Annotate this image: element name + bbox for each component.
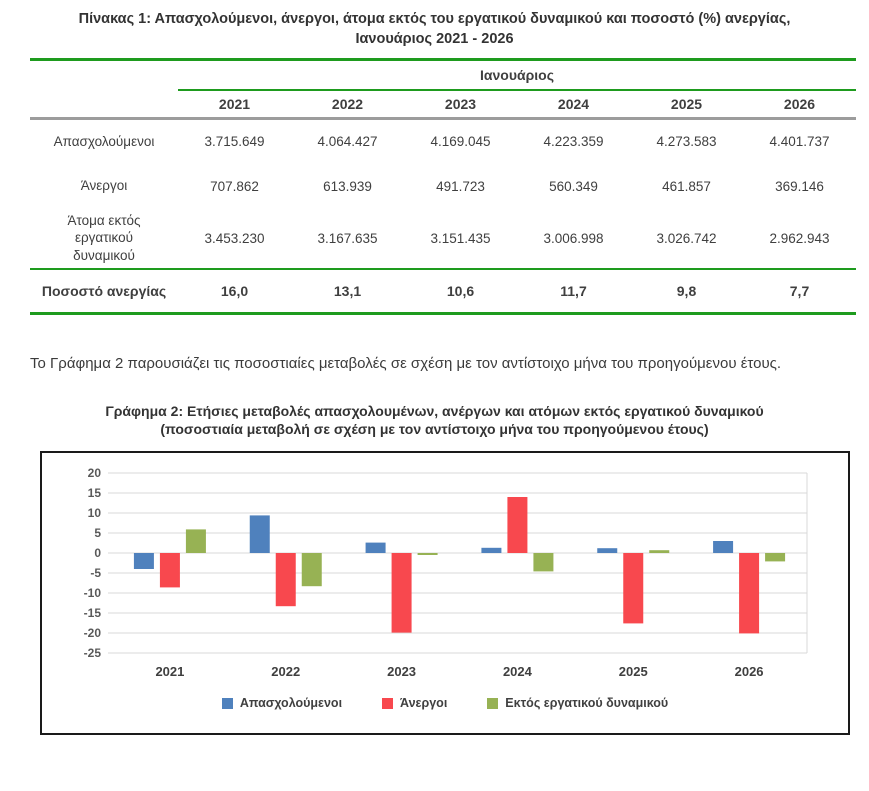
table-row: Απασχολούμενοι 3.715.649 4.064.427 4.169… — [30, 119, 856, 164]
bar-2021-series2 — [185, 529, 206, 553]
chart-legend: Απασχολούμενοι Άνεργοι Εκτός εργατικού δυν… — [42, 696, 848, 710]
y-tick-label: -15 — [84, 606, 102, 620]
table-footer-row: Ποσοστό ανεργίας 16,0 13,1 10,6 11,7 9,8… — [30, 269, 856, 314]
cell-value: 707.862 — [210, 178, 259, 194]
year-header: 2022 — [291, 89, 404, 120]
table-group-header-row: Ιανουάριος — [30, 59, 856, 91]
cell-value: 2.962.943 — [743, 208, 856, 270]
chart-title: Γράφημα 2: Ετήσιες μεταβολές απασχολουμέ… — [0, 402, 869, 438]
table-corner-cell — [30, 89, 178, 120]
y-tick-label: 15 — [88, 486, 102, 500]
cell-value: 4.401.737 — [769, 134, 830, 150]
bar-2025-series0 — [597, 548, 618, 553]
x-tick-label: 2022 — [271, 664, 300, 679]
cell-value: 4.223.359 — [543, 134, 604, 150]
legend-swatch — [221, 697, 233, 709]
legend-label: Απασχολούμενοι — [239, 696, 343, 710]
legend-item: Εκτός εργατικού δυναμικού — [487, 696, 668, 710]
bar-2023-series1 — [391, 553, 412, 633]
y-tick-label: 0 — [94, 546, 101, 560]
x-tick-label: 2025 — [619, 664, 648, 679]
legend-item: Απασχολούμενοι — [221, 696, 343, 710]
cell-value: 9,8 — [676, 282, 697, 299]
bar-2022-series1 — [275, 553, 296, 607]
row-label: Απασχολούμενοι — [53, 133, 155, 149]
legend-item: Άνεργοι — [382, 696, 447, 710]
bar-2021-series1 — [159, 553, 180, 588]
table-title: Πίνακας 1: Απασχολούμενοι, άνεργοι, άτομ… — [0, 9, 869, 49]
bar-2024-series1 — [507, 497, 528, 553]
cell-value: 4.273.583 — [656, 134, 717, 150]
cell-value: 16,0 — [220, 282, 249, 299]
y-tick-label: -10 — [84, 586, 102, 600]
cell-value: 3.167.635 — [291, 208, 404, 270]
y-tick-label: -5 — [90, 566, 101, 580]
x-tick-label: 2024 — [503, 664, 533, 679]
year-header: 2024 — [517, 89, 630, 120]
cell-value: 3.453.230 — [178, 208, 291, 270]
row-label: Άνεργοι — [80, 178, 128, 194]
cell-value: 3.026.742 — [630, 208, 743, 270]
legend-label: Εκτός εργατικού δυναμικού — [505, 696, 669, 710]
row-label: Άτομα εκτός εργατικού δυναμικού — [30, 208, 178, 270]
chart-title-line2: (ποσοστιαία μεταβολή σε σχέση με τον αντ… — [160, 421, 709, 437]
bar-2023-series0 — [365, 542, 386, 553]
cell-value: 3.006.998 — [517, 208, 630, 270]
y-tick-label: 20 — [88, 466, 102, 480]
x-tick-label: 2021 — [155, 664, 184, 679]
row-label: Ποσοστό ανεργίας — [41, 282, 167, 299]
cell-value: 3.715.649 — [204, 134, 265, 150]
bar-2026-series0 — [713, 541, 734, 553]
cell-value: 4.064.427 — [317, 134, 378, 150]
bar-2022-series0 — [249, 515, 270, 553]
cell-value: 560.349 — [549, 178, 598, 194]
x-tick-label: 2026 — [735, 664, 764, 679]
bar-2024-series0 — [481, 547, 502, 553]
cell-value: 491.723 — [436, 178, 485, 194]
body-paragraph: Το Γράφημα 2 παρουσιάζει τις ποσοστιαίες… — [30, 355, 782, 372]
cell-value: 10,6 — [446, 282, 475, 299]
bar-2025-series1 — [623, 553, 644, 624]
table-row: Άνεργοι 707.862 613.939 491.723 560.349 … — [30, 164, 856, 209]
cell-value: 4.169.045 — [430, 134, 491, 150]
bar-2024-series2 — [533, 553, 554, 572]
legend-label: Άνεργοι — [400, 696, 448, 710]
bar-2026-series2 — [765, 553, 786, 562]
y-tick-label: -20 — [84, 626, 102, 640]
y-tick-label: 10 — [88, 506, 102, 520]
cell-value: 13,1 — [333, 282, 362, 299]
bar-2023-series2 — [417, 553, 438, 555]
chart-title-line1: Γράφημα 2: Ετήσιες μεταβολές απασχολουμέ… — [105, 403, 764, 419]
bar-chart-svg: 20 15 10 5 0 -5 -10 -15 -20 -25 2021 2022 2023 2024 20… — [84, 466, 808, 679]
bar-2021-series0 — [133, 553, 154, 569]
chart-container: 20 15 10 5 0 -5 -10 -15 -20 -25 2021 2022 2023 2024 20… — [40, 451, 850, 735]
y-tick-label: 5 — [94, 526, 101, 540]
x-tick-label: 2023 — [387, 664, 416, 679]
cell-value: 369.146 — [775, 178, 824, 194]
cell-value: 7,7 — [789, 282, 810, 299]
year-header: 2026 — [743, 89, 856, 120]
year-header: 2021 — [178, 89, 291, 120]
cell-value: 613.939 — [323, 178, 372, 194]
table-title-line2: Ιανουάριος 2021 - 2026 — [355, 31, 514, 47]
bar-2026-series1 — [739, 553, 760, 634]
bar-2022-series2 — [301, 553, 322, 587]
year-header: 2023 — [404, 89, 517, 120]
table-row: Άτομα εκτός εργατικού δυναμικού 3.453.23… — [30, 208, 856, 270]
cell-value: 11,7 — [560, 282, 587, 299]
y-tick-label: -25 — [84, 646, 102, 660]
legend-swatch — [382, 697, 394, 709]
legend-swatch — [487, 697, 499, 709]
employment-table: Ιανουάριος 2021 2022 2023 2024 2025 2026… — [30, 58, 856, 315]
year-header: 2025 — [630, 89, 743, 120]
table-corner-cell — [30, 60, 178, 90]
bar-2025-series2 — [649, 550, 670, 553]
cell-value: 3.151.435 — [404, 208, 517, 270]
table-title-line1: Πίνακας 1: Απασχολούμενοι, άνεργοι, άτομ… — [78, 11, 791, 27]
cell-value: 461.857 — [662, 178, 711, 194]
table-group-header: Ιανουάριος — [178, 59, 856, 91]
table-year-row: 2021 2022 2023 2024 2025 2026 — [30, 89, 856, 120]
